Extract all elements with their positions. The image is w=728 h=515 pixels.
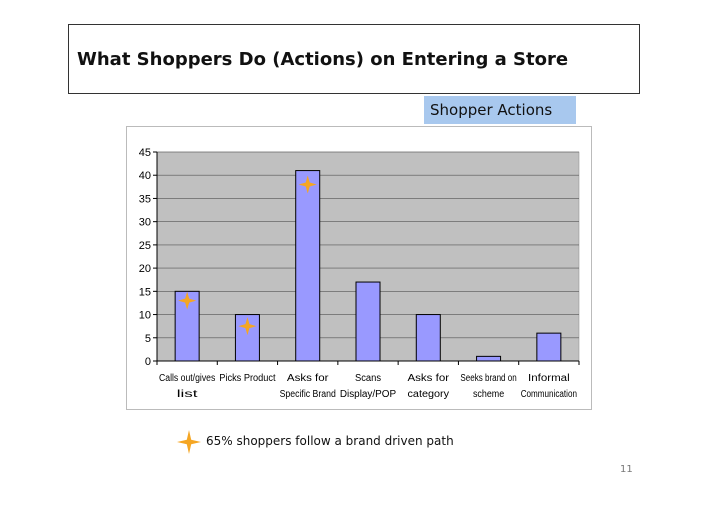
y-tick-label: 25 [139,240,151,252]
bar [536,332,562,362]
x-tick-label: category [407,389,449,400]
y-tick-label: 10 [139,310,151,322]
x-tick-label: Seeks brand on [460,373,516,384]
legend-label: 65% shoppers follow a brand driven path [206,434,454,448]
x-tick-label: Specific Brand [280,389,336,400]
x-tick-label: Asks for [407,373,449,384]
bar [415,314,441,362]
star-marker [298,175,317,194]
bar [355,281,381,362]
chart-frame: 0 5 10 15 20 25 30 35 40 45 Calls out/gives list Pic… [126,126,592,410]
bar [234,314,260,362]
y-tick-label: 45 [139,147,151,159]
bar [476,355,502,362]
y-tick-label: 15 [139,286,151,298]
x-tick-label: Communication [521,389,577,400]
y-tick-label: 5 [145,333,151,345]
bar-chart: 0 5 10 15 20 25 30 35 40 45 Calls out/gives list Pic… [139,147,580,400]
star-marker-icon [177,430,201,454]
x-tick-label: Display/POP [340,389,397,400]
star-marker [178,291,197,310]
y-tick-label: 40 [139,170,151,182]
x-tick-label: Calls out/gives [159,373,215,384]
bar [295,170,321,362]
x-tick-label: Informal [528,373,570,384]
x-tick-label: scheme [473,389,505,400]
x-tick-label: Scans [355,373,381,384]
y-tick-label: 20 [139,263,151,275]
page-number: 11 [620,464,633,475]
slide-title: What Shoppers Do (Actions) on Entering a… [77,49,569,70]
x-tick-label: Picks Product [219,373,275,384]
y-tick-label: 30 [139,217,151,229]
y-tick-label: 35 [139,193,151,205]
y-tick-label: 0 [145,356,151,368]
legend: 65% shoppers follow a brand driven path [176,428,476,456]
title-box: What Shoppers Do (Actions) on Entering a… [68,24,640,94]
x-tick-label: list [177,389,198,400]
star-marker [238,317,257,336]
x-tick-label: Asks for [287,373,329,384]
shopper-actions-badge: Shopper Actions [424,96,576,124]
